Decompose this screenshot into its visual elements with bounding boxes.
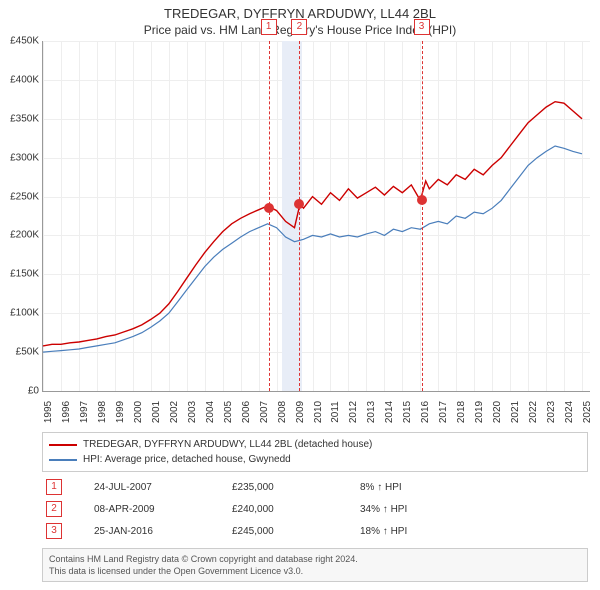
sale-marker-dot	[417, 195, 427, 205]
y-tick-label: £100K	[1, 308, 39, 319]
y-tick-label: £350K	[1, 113, 39, 124]
sale-hpi-diff: 8% ↑ HPI	[356, 476, 588, 498]
sale-marker-badge: 2	[291, 19, 307, 35]
x-tick-label: 1997	[79, 401, 90, 423]
x-tick-label: 2017	[438, 401, 449, 423]
y-tick-label: £50K	[1, 347, 39, 358]
sale-date: 25-JAN-2016	[90, 520, 228, 542]
x-tick-label: 2002	[169, 401, 180, 423]
y-tick-label: £400K	[1, 74, 39, 85]
legend-swatch	[49, 459, 77, 461]
x-tick-label: 2006	[241, 401, 252, 423]
x-tick-label: 2004	[205, 401, 216, 423]
sale-row: 3 25-JAN-2016£245,00018% ↑ HPI	[42, 520, 588, 542]
legend: TREDEGAR, DYFFRYN ARDUDWY, LL44 2BL (det…	[42, 432, 588, 472]
y-tick-label: £0	[1, 386, 39, 397]
sale-row: 1 24-JUL-2007£235,0008% ↑ HPI	[42, 476, 588, 498]
y-tick-label: £250K	[1, 191, 39, 202]
x-tick-label: 2015	[402, 401, 413, 423]
x-tick-label: 2008	[277, 401, 288, 423]
series-hpi	[43, 146, 582, 352]
sale-marker-line	[299, 41, 300, 391]
x-tick-label: 2019	[474, 401, 485, 423]
sale-price: £235,000	[228, 476, 356, 498]
sale-date: 24-JUL-2007	[90, 476, 228, 498]
y-tick-label: £150K	[1, 269, 39, 280]
footer-attribution: Contains HM Land Registry data © Crown c…	[42, 548, 588, 582]
x-tick-label: 1999	[115, 401, 126, 423]
y-tick-label: £450K	[1, 36, 39, 47]
sale-date: 08-APR-2009	[90, 498, 228, 520]
x-tick-label: 1996	[61, 401, 72, 423]
x-tick-label: 2020	[492, 401, 503, 423]
sales-table: 1 24-JUL-2007£235,0008% ↑ HPI 2 08-APR-2009…	[42, 476, 588, 542]
x-tick-label: 2023	[546, 401, 557, 423]
legend-label: TREDEGAR, DYFFRYN ARDUDWY, LL44 2BL (det…	[83, 437, 372, 452]
sale-hpi-diff: 18% ↑ HPI	[356, 520, 588, 542]
series-price_paid	[43, 102, 582, 346]
sale-index-badge: 1	[46, 479, 62, 495]
x-tick-label: 2011	[330, 401, 341, 423]
x-tick-label: 2013	[366, 401, 377, 423]
sale-marker-dot	[264, 203, 274, 213]
sale-marker-line	[422, 41, 423, 391]
x-tick-label: 2005	[223, 401, 234, 423]
legend-row: TREDEGAR, DYFFRYN ARDUDWY, LL44 2BL (det…	[49, 437, 581, 452]
x-tick-label: 1998	[97, 401, 108, 423]
x-tick-label: 2021	[510, 401, 521, 423]
plot-area: £0£50K£100K£150K£200K£250K£300K£350K£400…	[43, 41, 590, 391]
sale-price: £245,000	[228, 520, 356, 542]
sale-row: 2 08-APR-2009£240,00034% ↑ HPI	[42, 498, 588, 520]
legend-swatch	[49, 444, 77, 446]
x-tick-label: 2024	[564, 401, 575, 423]
x-tick-label: 2016	[420, 401, 431, 423]
x-tick-label: 1995	[43, 401, 54, 423]
x-tick-label: 2001	[151, 401, 162, 423]
x-tick-label: 2000	[133, 401, 144, 423]
y-tick-label: £200K	[1, 230, 39, 241]
legend-row: HPI: Average price, detached house, Gwyn…	[49, 452, 581, 467]
x-tick-label: 2010	[313, 401, 324, 423]
x-tick-label: 2003	[187, 401, 198, 423]
sale-marker-line	[269, 41, 270, 391]
sale-index-badge: 2	[46, 501, 62, 517]
sale-price: £240,000	[228, 498, 356, 520]
y-tick-label: £300K	[1, 152, 39, 163]
x-tick-label: 2009	[295, 401, 306, 423]
legend-label: HPI: Average price, detached house, Gwyn…	[83, 452, 291, 467]
sale-marker-badge: 3	[414, 19, 430, 35]
sale-hpi-diff: 34% ↑ HPI	[356, 498, 588, 520]
sale-marker-dot	[294, 199, 304, 209]
sale-index-badge: 3	[46, 523, 62, 539]
x-tick-label: 2007	[259, 401, 270, 423]
x-tick-label: 2018	[456, 401, 467, 423]
sale-marker-badge: 1	[261, 19, 277, 35]
x-tick-label: 2022	[528, 401, 539, 423]
footer-line-2: This data is licensed under the Open Gov…	[49, 565, 581, 577]
chart-area: £0£50K£100K£150K£200K£250K£300K£350K£400…	[42, 41, 590, 392]
footer-line-1: Contains HM Land Registry data © Crown c…	[49, 553, 581, 565]
x-tick-label: 2014	[384, 401, 395, 423]
x-tick-label: 2012	[348, 401, 359, 423]
x-tick-label: 2025	[582, 401, 593, 423]
